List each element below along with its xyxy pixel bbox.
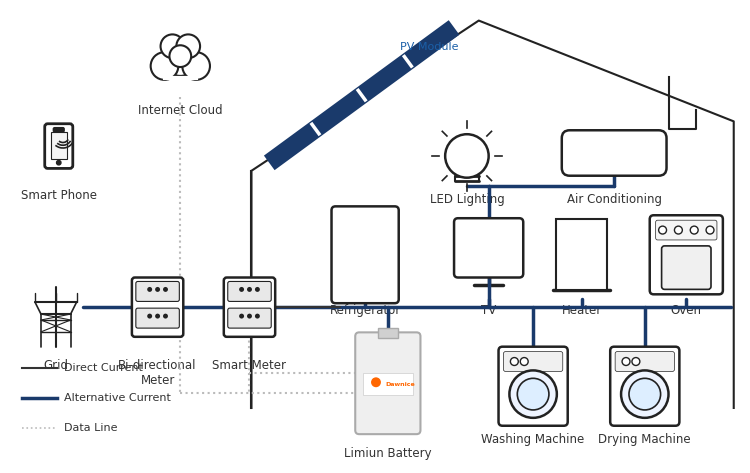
Circle shape: [147, 314, 152, 319]
Circle shape: [690, 226, 698, 234]
Bar: [556, 219, 608, 290]
FancyBboxPatch shape: [610, 347, 680, 426]
Circle shape: [239, 287, 244, 292]
Circle shape: [371, 377, 381, 387]
Bar: [363, 373, 413, 395]
Circle shape: [632, 358, 640, 366]
Text: Smart Phone: Smart Phone: [21, 189, 97, 201]
Circle shape: [674, 226, 682, 234]
Circle shape: [182, 52, 210, 80]
Circle shape: [147, 287, 152, 292]
Text: Washing Machine: Washing Machine: [482, 433, 585, 446]
Text: Smart Meter: Smart Meter: [212, 359, 286, 372]
Text: TV: TV: [481, 304, 496, 317]
FancyBboxPatch shape: [650, 215, 723, 294]
Circle shape: [509, 370, 556, 418]
FancyBboxPatch shape: [228, 281, 272, 301]
FancyBboxPatch shape: [332, 206, 399, 303]
Circle shape: [255, 287, 260, 292]
Circle shape: [163, 40, 198, 76]
FancyBboxPatch shape: [499, 347, 568, 426]
FancyBboxPatch shape: [136, 281, 179, 301]
Circle shape: [155, 314, 160, 319]
Circle shape: [629, 378, 661, 410]
Text: PV Module: PV Module: [400, 42, 458, 52]
Text: Alternative Current: Alternative Current: [64, 393, 170, 403]
Circle shape: [520, 358, 528, 366]
Circle shape: [622, 358, 630, 366]
FancyBboxPatch shape: [662, 246, 711, 289]
Text: Oven: Oven: [670, 304, 702, 317]
Text: Grid: Grid: [44, 359, 68, 372]
Text: Refrigerator: Refrigerator: [329, 304, 400, 317]
Circle shape: [658, 226, 667, 234]
Circle shape: [155, 287, 160, 292]
FancyBboxPatch shape: [224, 278, 275, 337]
FancyBboxPatch shape: [562, 130, 667, 176]
Circle shape: [56, 160, 61, 165]
FancyBboxPatch shape: [132, 278, 183, 337]
FancyBboxPatch shape: [454, 218, 524, 278]
Circle shape: [176, 35, 200, 58]
FancyBboxPatch shape: [228, 308, 272, 328]
Circle shape: [511, 358, 518, 366]
Circle shape: [239, 314, 244, 319]
FancyBboxPatch shape: [503, 351, 562, 371]
FancyBboxPatch shape: [45, 124, 73, 168]
Circle shape: [151, 52, 178, 80]
Circle shape: [446, 134, 489, 178]
Circle shape: [170, 45, 191, 67]
FancyBboxPatch shape: [136, 308, 179, 328]
Text: LED Lighting: LED Lighting: [430, 193, 504, 206]
Text: Limiun Battery: Limiun Battery: [344, 447, 432, 461]
Circle shape: [255, 314, 260, 319]
Circle shape: [163, 287, 168, 292]
Text: Drying Machine: Drying Machine: [598, 433, 691, 446]
Bar: [51, 132, 67, 158]
Bar: [378, 328, 398, 338]
Circle shape: [160, 35, 184, 58]
FancyBboxPatch shape: [656, 220, 717, 240]
Text: Air Conditioning: Air Conditioning: [567, 193, 662, 206]
Circle shape: [706, 226, 714, 234]
Text: Dawnice: Dawnice: [385, 382, 415, 387]
Text: Heater: Heater: [562, 304, 602, 317]
Circle shape: [518, 378, 549, 410]
Text: Internet Cloud: Internet Cloud: [138, 104, 223, 116]
FancyBboxPatch shape: [615, 351, 674, 371]
Circle shape: [163, 314, 168, 319]
Text: Bi-directional
Meter: Bi-directional Meter: [118, 359, 196, 386]
Circle shape: [247, 287, 252, 292]
Circle shape: [621, 370, 668, 418]
FancyBboxPatch shape: [53, 127, 65, 132]
Circle shape: [247, 314, 252, 319]
Text: Data Line: Data Line: [64, 423, 117, 433]
Text: Direct Current: Direct Current: [64, 363, 142, 373]
Bar: [164, 56, 196, 78]
FancyBboxPatch shape: [356, 333, 421, 434]
